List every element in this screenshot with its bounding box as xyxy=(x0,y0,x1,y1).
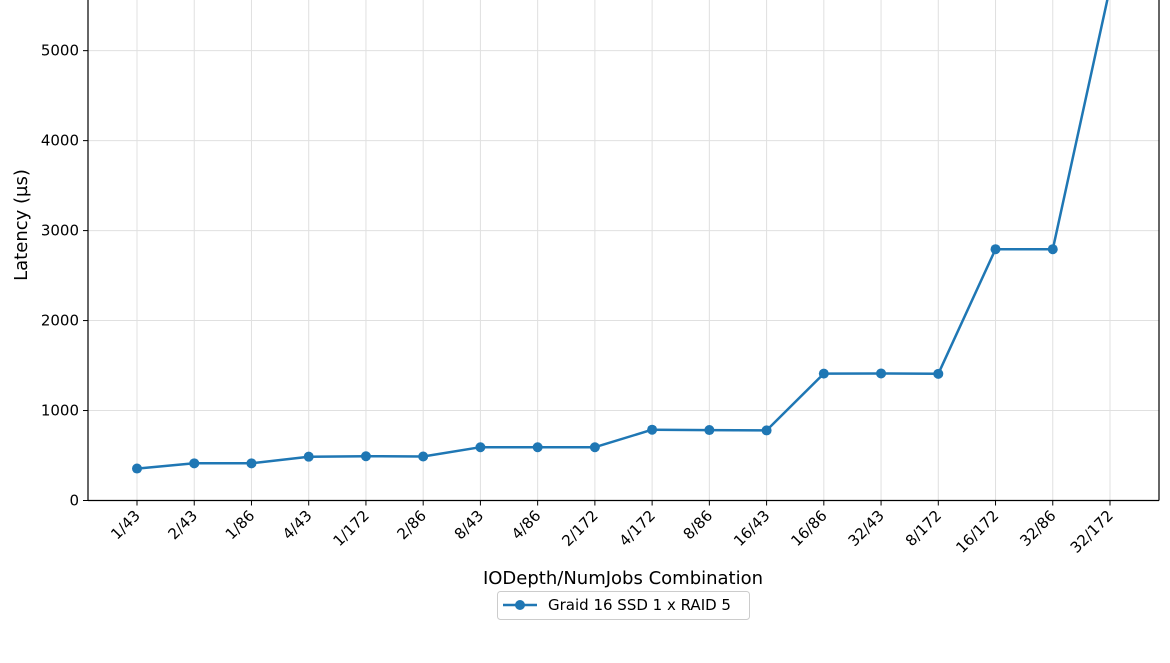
x-tick-label: 1/43 xyxy=(107,507,144,544)
data-point xyxy=(475,442,486,453)
data-point xyxy=(933,368,944,379)
x-tick-label: 4/43 xyxy=(279,507,316,544)
legend: Graid 16 SSD 1 x RAID 5 xyxy=(497,591,750,620)
y-ticks: 0 1000 2000 3000 4000 5000 xyxy=(41,42,88,510)
x-tick-label: 16/86 xyxy=(787,507,830,550)
data-point xyxy=(418,451,429,462)
legend-marker-swatch xyxy=(515,600,525,610)
data-point xyxy=(303,451,314,462)
series-group xyxy=(132,0,1109,474)
data-point xyxy=(360,451,371,462)
x-tick-label: 2/43 xyxy=(165,507,202,544)
x-tick-label: 2/172 xyxy=(558,507,601,550)
x-tick-label: 1/172 xyxy=(329,507,372,550)
data-point xyxy=(189,458,200,469)
data-point xyxy=(1047,244,1058,255)
data-point xyxy=(761,425,772,436)
data-point xyxy=(704,425,715,436)
x-tick-label: 8/172 xyxy=(902,507,945,550)
x-tick-label: 1/86 xyxy=(222,507,259,544)
data-point xyxy=(532,442,543,453)
y-tick-label: 4000 xyxy=(41,132,79,150)
x-tick-label: 32/86 xyxy=(1016,507,1059,550)
y-tick-label: 1000 xyxy=(41,402,79,420)
y-tick-label: 2000 xyxy=(41,312,79,330)
y-tick-label: 5000 xyxy=(41,42,79,60)
y-tick-label: 0 xyxy=(69,492,79,510)
y-axis-label: Latency (µs) xyxy=(11,169,32,281)
axes xyxy=(87,0,1160,502)
data-point xyxy=(876,368,887,379)
legend-box xyxy=(497,591,750,620)
x-ticks: 1/43 2/43 1/86 4/43 1/172 2/86 8/43 4/86 2/172 4/… xyxy=(107,500,1117,557)
data-point xyxy=(647,424,658,435)
data-point xyxy=(589,442,600,453)
series-line xyxy=(136,0,1109,470)
grid-lines xyxy=(88,0,1159,501)
x-tick-label: 16/43 xyxy=(730,507,773,550)
x-tick-label: 8/43 xyxy=(451,507,488,544)
x-tick-label: 2/86 xyxy=(393,507,430,544)
x-tick-label: 16/172 xyxy=(952,507,1002,557)
x-tick-label: 4/86 xyxy=(508,507,545,544)
x-tick-label: 32/172 xyxy=(1067,507,1117,557)
data-point xyxy=(990,244,1001,255)
x-axis-label: IODepth/NumJobs Combination xyxy=(483,568,763,589)
data-point xyxy=(818,368,829,379)
data-point xyxy=(132,463,142,474)
y-tick-label: 3000 xyxy=(41,222,79,240)
x-tick-label: 8/86 xyxy=(680,507,717,544)
x-tick-label: 32/43 xyxy=(845,507,888,550)
legend-label: Graid 16 SSD 1 x RAID 5 xyxy=(548,596,731,614)
data-point xyxy=(246,458,257,469)
x-tick-label: 4/172 xyxy=(616,507,659,550)
